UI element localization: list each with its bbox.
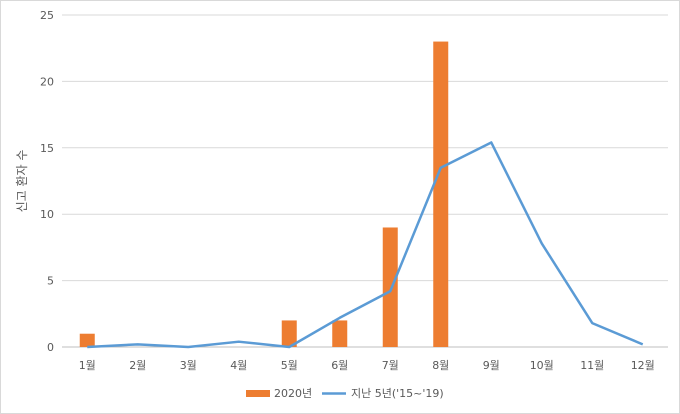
bar-series [79,41,449,348]
x-tick-label: 2월 [129,359,146,372]
x-tick-labels: 1월 2월 3월 4월 5월 6월 7월 8월 9월 10월 11월 12월 [79,359,655,372]
x-tick-label: 5월 [281,359,298,372]
y-axis-title: 신고 환자 수 [15,150,29,213]
x-tick-label: 1월 [79,359,96,372]
bar [332,320,348,347]
x-tick-label: 7월 [382,359,399,372]
legend: 2020년 지난 5년('15~'19) [246,387,444,400]
bar [382,227,398,347]
y-tick-label: 10 [40,208,54,221]
line-series [87,141,644,349]
y-tick-labels: 0 5 10 15 20 25 [40,9,54,354]
x-tick-label: 10월 [530,359,554,372]
bar [433,41,449,348]
x-tick-label: 11월 [580,359,604,372]
y-tick-label: 15 [40,142,54,155]
bar [281,320,297,347]
legend-swatch-bar [246,390,270,397]
y-tick-label: 20 [40,75,54,88]
gridlines [62,14,668,282]
x-tick-label: 9월 [483,359,500,372]
x-tick-label: 8월 [432,359,449,372]
y-tick-label: 25 [40,9,54,22]
x-tick-label: 3월 [180,359,197,372]
x-tick-label: 12월 [631,359,655,372]
y-tick-label: 0 [47,341,54,354]
y-tick-label: 5 [47,275,54,288]
bar [79,333,95,347]
legend-label-line: 지난 5년('15~'19) [351,387,444,400]
x-tick-label: 6월 [331,359,348,372]
x-tick-label: 4월 [230,359,247,372]
legend-label-bar: 2020년 [274,387,312,400]
